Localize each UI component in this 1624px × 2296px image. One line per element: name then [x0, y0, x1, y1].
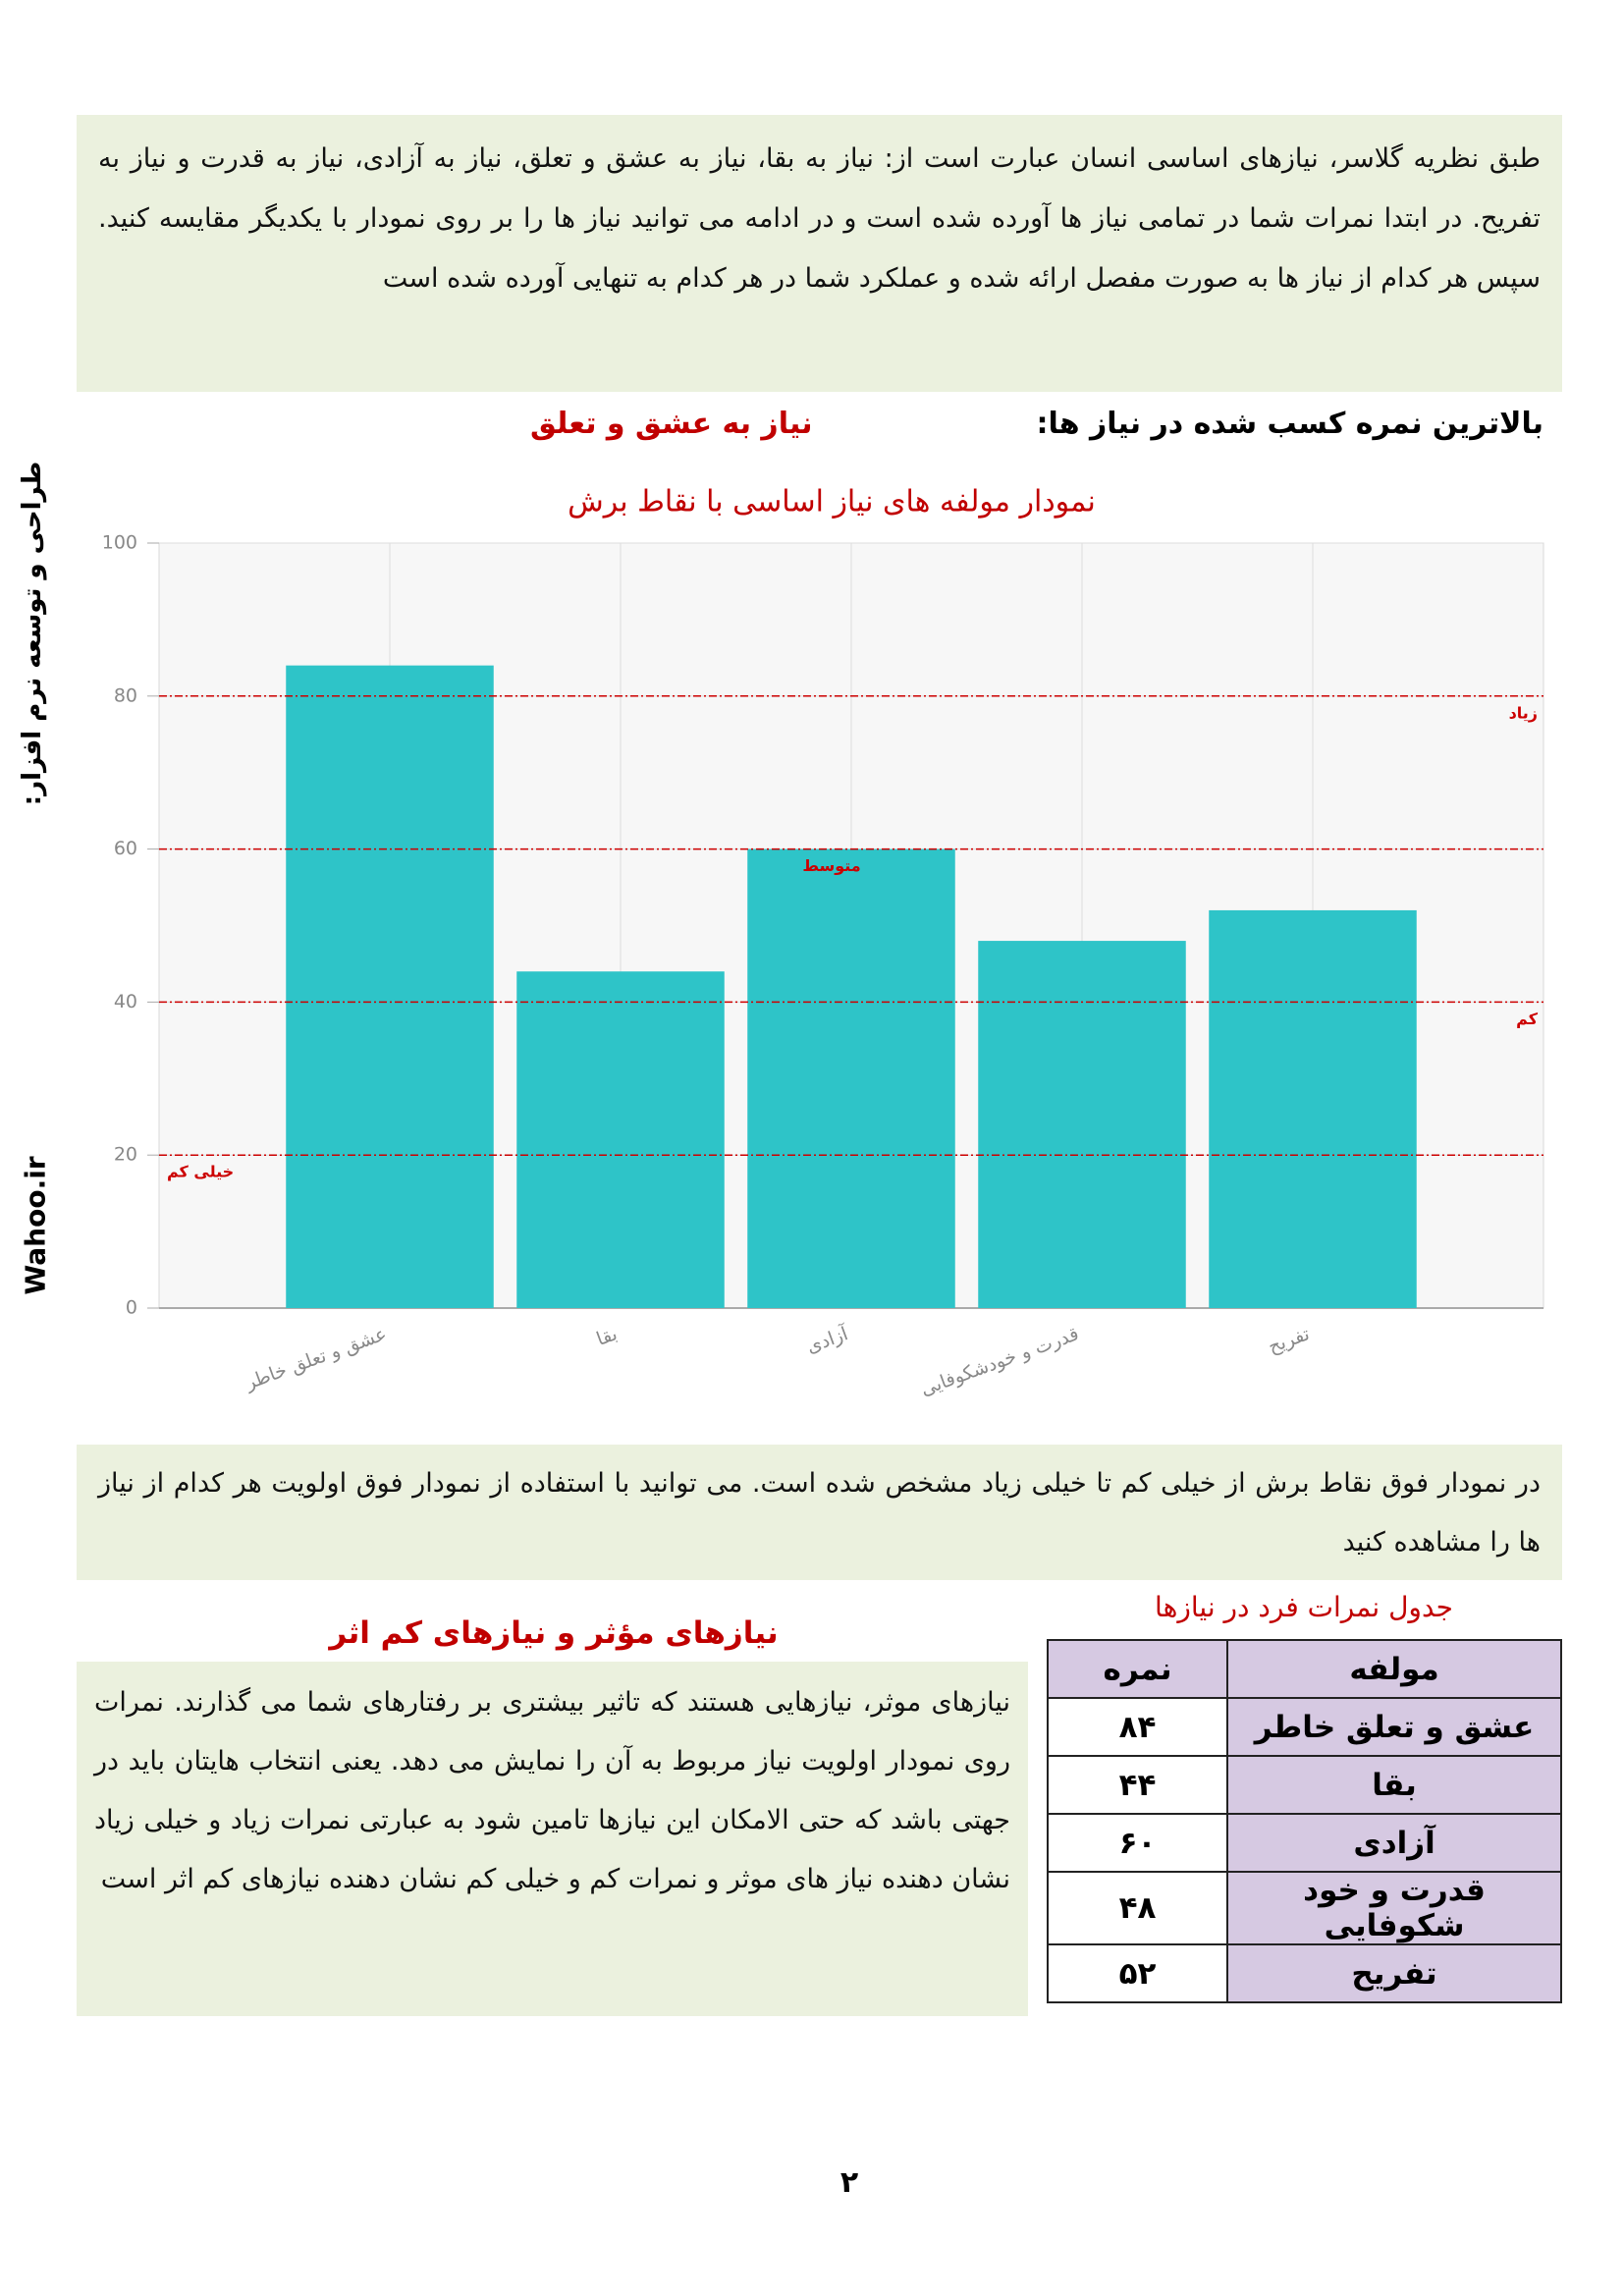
bar	[516, 971, 725, 1308]
table: مولفه نمره عشق و تعلق خاطر ۸۴ بقا ۴۴ آزادی ۶۰ قد…	[1046, 1639, 1562, 2003]
y-tick-label: 0	[126, 1297, 137, 1319]
side-text: طراحی و توسعه نرم افزار:	[18, 461, 47, 806]
chart-title: نمودار مولفه های نیاز اساسی با نقاط برش	[568, 485, 1096, 519]
cut-label: زیاد	[1509, 703, 1538, 722]
table-cell: تفریح	[1226, 1943, 1562, 2003]
x-tick-label: بقا	[594, 1323, 621, 1350]
y-tick-label: 20	[114, 1144, 137, 1166]
table-cell: آزادی	[1226, 1813, 1562, 1873]
table-row: آزادی ۶۰	[1046, 1813, 1562, 1873]
page-number: ۲	[839, 2165, 859, 2200]
cut-label: کم	[1516, 1010, 1539, 1028]
x-tick-label: آزادی	[803, 1321, 851, 1358]
chart: نمودار مولفه های نیاز اساسی با نقاط برش 0…	[102, 485, 1544, 1400]
table-cell: نمره	[1046, 1639, 1229, 1699]
cut-label: خیلی کم	[167, 1163, 234, 1181]
effective-text: نیازهای موثر، نیازهایی هستند که تاثیر بی…	[77, 1662, 1028, 2016]
table-cell: مولفه	[1226, 1639, 1562, 1699]
table-cell: ۸۴	[1046, 1697, 1229, 1757]
intro: طبق نظریه گلاسر، نیازهای اساسی انسان عبا…	[77, 115, 1562, 392]
table-row: تفریح ۵۲	[1046, 1943, 1562, 2003]
y-tick-label: 80	[114, 684, 137, 706]
table-wrap: مولفه نمره عشق و تعلق خاطر ۸۴ بقا ۴۴ آزادی ۶۰ قد…	[1046, 1639, 1562, 2003]
bar	[1209, 909, 1417, 1308]
y-tick-label: 100	[102, 532, 137, 554]
effective-title: نیازهای مؤثر و نیازهای کم اثر	[329, 1615, 779, 1651]
table-caption: جدول نمرات فرد در نیازها	[1155, 1591, 1453, 1623]
table-cell: ۵۲	[1046, 1943, 1229, 2003]
table-cell: ۴۴	[1046, 1755, 1229, 1815]
table-cell: بقا	[1226, 1755, 1562, 1815]
table-row: عشق و تعلق خاطر ۸۴	[1046, 1697, 1562, 1757]
table-row: بقا ۴۴	[1046, 1755, 1562, 1815]
note: در نمودار فوق نقاط برش از خیلی کم تا خیل…	[77, 1445, 1562, 1580]
bar	[286, 665, 494, 1308]
table-row: مولفه نمره	[1046, 1639, 1562, 1699]
table-cell: عشق و تعلق خاطر	[1226, 1697, 1562, 1757]
x-tick-label: قدرت و خودشکوفایی	[918, 1323, 1082, 1400]
highest-value: نیاز به عشق و تعلق	[530, 407, 813, 441]
table-cell: ۶۰	[1046, 1813, 1229, 1873]
x-tick-label: تفریح	[1266, 1323, 1313, 1357]
bar	[747, 848, 955, 1308]
x-tick-label: عشق و تعلق خاطر	[242, 1323, 390, 1394]
table-row: قدرت و خود شکوفایی ۴۸	[1046, 1871, 1562, 1945]
y-tick-label: 60	[114, 838, 137, 859]
side-site: Wahoo.ir	[19, 1156, 52, 1295]
table-cell: ۴۸	[1046, 1871, 1229, 1945]
table-cell: قدرت و خود شکوفایی	[1226, 1871, 1562, 1945]
cut-label: متوسط	[802, 856, 860, 875]
highest-label: بالاترین نمره کسب شده در نیاز ها:	[1036, 407, 1543, 441]
y-tick-label: 40	[114, 991, 137, 1012]
bar	[978, 941, 1186, 1308]
